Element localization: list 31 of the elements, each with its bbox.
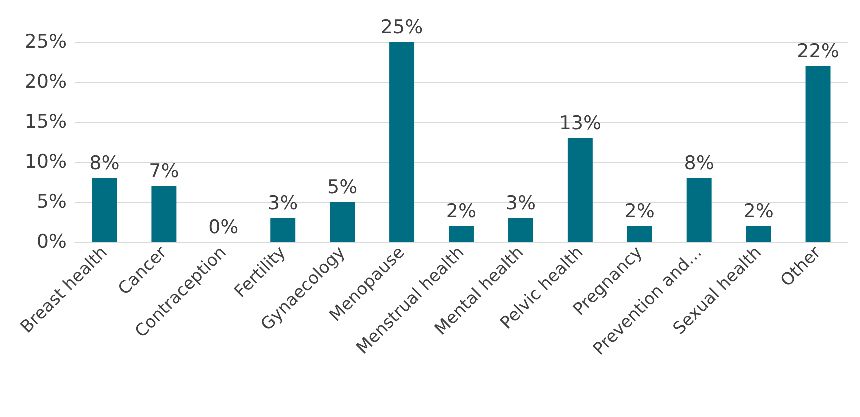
y-tick-label: 0% [36,231,67,253]
bar [270,218,296,242]
data-label: 7% [149,160,180,182]
data-label: 0% [208,216,239,238]
bar [508,218,534,242]
y-tick-label: 5% [36,191,67,213]
y-tick-label: 10% [24,151,67,173]
data-label: 3% [506,192,536,214]
bar [449,226,474,242]
bar [806,66,831,242]
bar [92,178,118,242]
data-label: 2% [446,200,477,222]
y-tick-label: 25% [24,31,67,53]
bar [152,186,177,242]
data-label: 25% [380,16,424,38]
data-label: 5% [328,176,358,198]
bar [746,226,772,242]
y-tick-label: 15% [24,111,67,133]
data-label: 2% [744,200,774,222]
bar [568,138,593,242]
y-tick-label: 20% [24,71,67,93]
data-label: 2% [624,200,655,222]
data-label: 8% [684,152,714,174]
bar [686,178,712,242]
data-label: 13% [559,112,602,134]
bar [627,226,652,242]
data-label: 8% [90,152,120,174]
data-label: 22% [797,40,840,62]
bar [390,42,415,242]
data-label: 3% [268,192,298,214]
bar [330,202,356,242]
